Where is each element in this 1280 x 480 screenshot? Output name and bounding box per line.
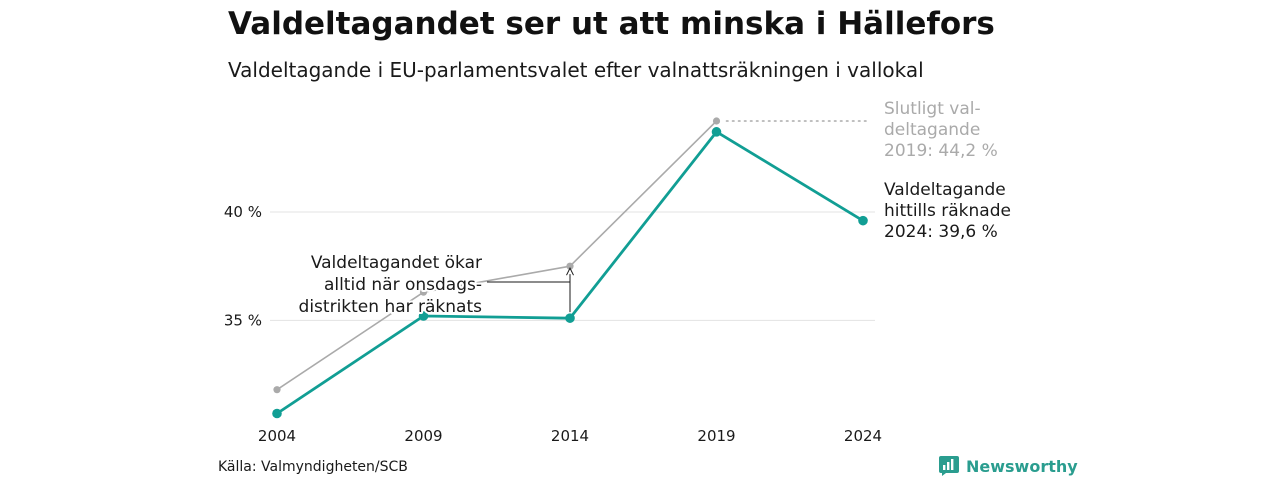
annotation-increase-line: Valdeltagandet ökar bbox=[311, 253, 482, 273]
data-point-final bbox=[419, 288, 428, 296]
data-point-election_night bbox=[858, 215, 868, 226]
x-tick-label: 2019 bbox=[697, 427, 735, 445]
data-point-final bbox=[273, 386, 281, 394]
x-tick-label: 2004 bbox=[258, 427, 296, 445]
annotation-increase-line: distrikten har räknats bbox=[299, 297, 483, 317]
annotation-night-line: Valdeltagande bbox=[884, 180, 1006, 200]
y-tick-label: 35 % bbox=[224, 311, 262, 329]
data-point-final bbox=[712, 117, 721, 125]
y-tick-label: 40 % bbox=[224, 203, 262, 221]
increase-arrow-head bbox=[566, 267, 574, 276]
newsworthy-logo-icon bbox=[939, 456, 959, 476]
x-tick-label: 2024 bbox=[844, 427, 882, 445]
source-note: Källa: Valmyndigheten/SCB bbox=[218, 459, 408, 475]
chart-subtitle: Valdeltagande i EU-parlamentsvalet efter… bbox=[228, 58, 924, 82]
data-point-election_night bbox=[272, 408, 282, 419]
brand-name: Newsworthy bbox=[966, 456, 1078, 476]
data-point-election_night bbox=[418, 311, 429, 321]
data-point-election_night bbox=[711, 127, 722, 137]
brand-logo: Newsworthy bbox=[938, 455, 1078, 477]
annotation-final-line: deltagande bbox=[884, 120, 980, 140]
annotation-increase-line: alltid när onsdags- bbox=[324, 275, 482, 295]
annotation-night-line: 2024: 39,6 % bbox=[884, 222, 998, 242]
annotation-night-line: hittills räknade bbox=[884, 201, 1011, 221]
data-point-election_night bbox=[565, 313, 575, 323]
x-tick-label: 2014 bbox=[551, 427, 589, 445]
series-line-final bbox=[276, 120, 718, 391]
data-point-final bbox=[566, 262, 574, 270]
chart-title: Valdeltagandet ser ut att minska i Hälle… bbox=[228, 6, 995, 42]
x-tick-label: 2009 bbox=[404, 427, 442, 445]
annotation-final-line: 2019: 44,2 % bbox=[884, 141, 998, 161]
annotation-final-line: Slutligt val- bbox=[884, 99, 981, 119]
